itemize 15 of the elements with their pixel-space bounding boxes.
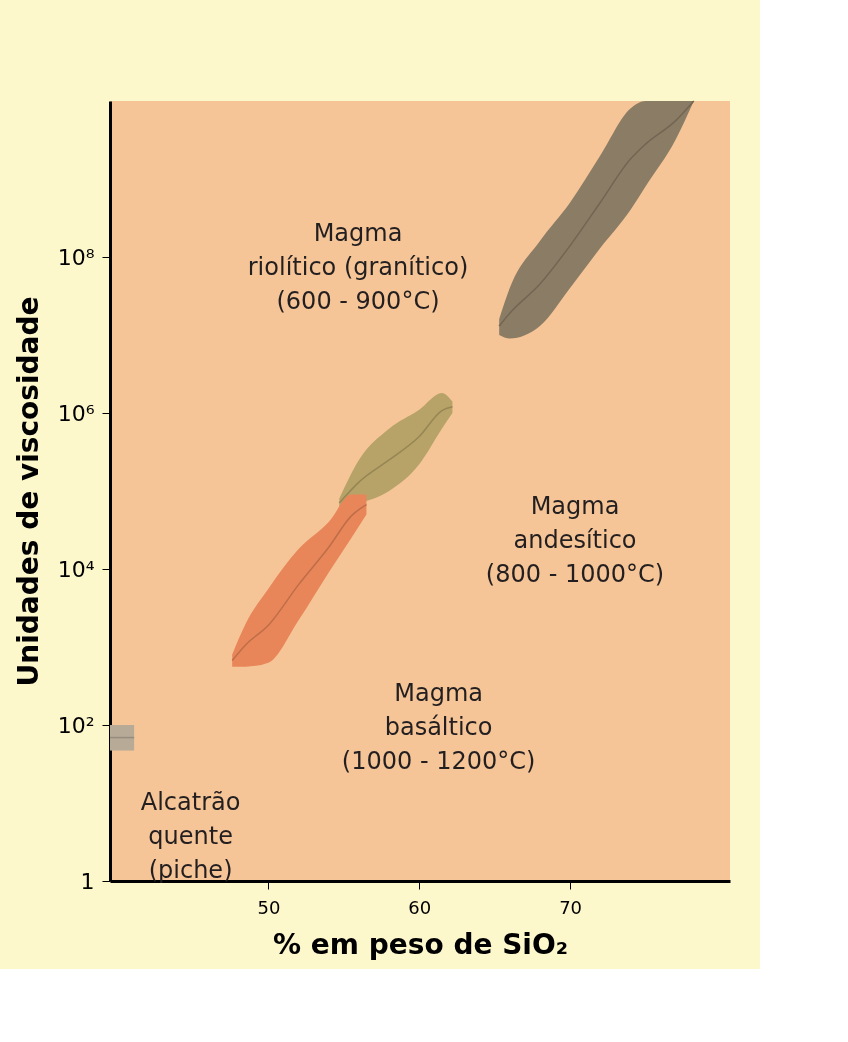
annotation: Alcatrão quente (piche): [140, 788, 241, 884]
y-tick-label: 1: [80, 868, 95, 894]
x-axis-title: % em peso de SiO₂: [272, 927, 569, 961]
y-tick-label: 10⁶: [57, 400, 95, 426]
x-tick-label: 50: [257, 896, 281, 918]
y-tick-label: 10²: [57, 712, 95, 738]
annotation: Magma andesítico (800 - 1000°C): [485, 491, 665, 588]
annotation: Magma basáltico (1000 - 1200°C): [341, 678, 536, 775]
line-series: [338, 406, 454, 504]
annotation: Magma riolítico (granítico) (600 - 900°C): [247, 218, 469, 315]
x-tick-label: 60: [408, 896, 432, 918]
y-tick-label: 10⁴: [57, 556, 95, 582]
x-tick-label: 70: [559, 896, 583, 918]
y-tick-label: 10⁸: [57, 244, 95, 270]
y-axis-title: Unidades de viscosidade: [11, 296, 45, 687]
